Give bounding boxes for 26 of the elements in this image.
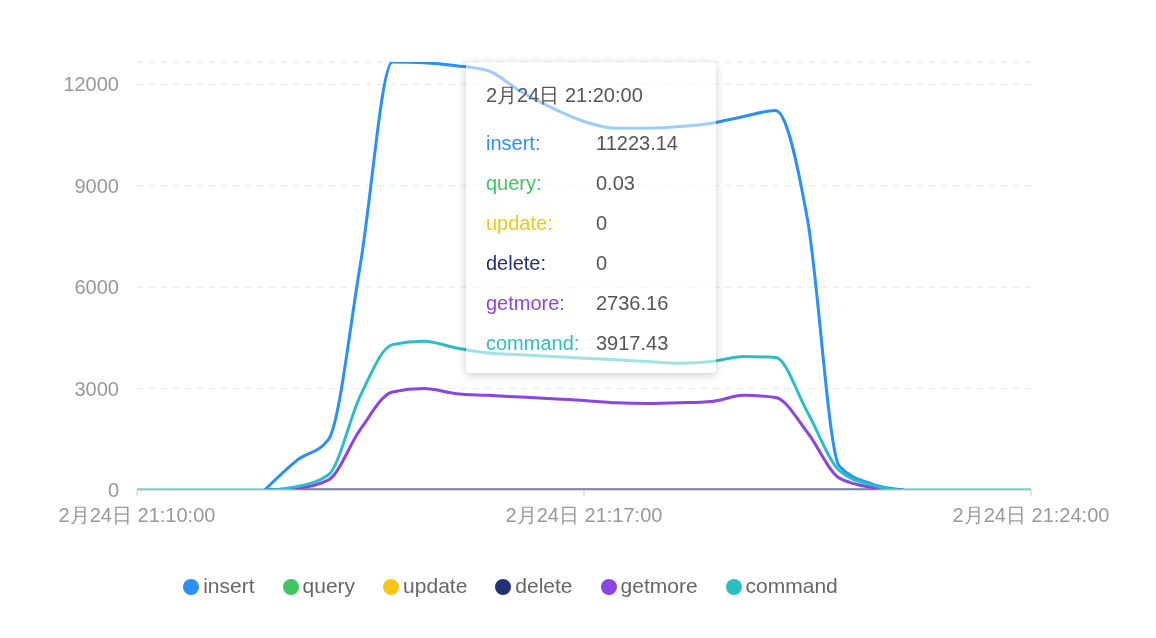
legend-label: update (403, 574, 468, 597)
legend-label: command (745, 574, 838, 597)
annotation: insert: (486, 131, 542, 155)
y-tick-label: 0 (107, 479, 119, 502)
x-tick-label: 2月24日 21:10:00 (58, 504, 216, 526)
y-tick-label: 12000 (63, 73, 119, 96)
annotation: update: (486, 211, 554, 235)
annotation: 3917.43 (596, 331, 669, 355)
annotation: query: (486, 171, 543, 195)
y-tick-label: 6000 (74, 276, 119, 299)
y-tick-label: 3000 (74, 377, 119, 400)
y-tick-label: 9000 (74, 174, 119, 197)
legend-label: insert (203, 574, 255, 597)
annotation: 0.03 (596, 171, 635, 195)
annotation: command: (486, 331, 581, 355)
legend-label: getmore (620, 574, 698, 597)
x-tick-label: 2月24日 21:17:00 (505, 504, 663, 526)
legend-label: delete (515, 574, 573, 597)
annotation: 11223.14 (596, 131, 678, 155)
annotation: getmore: (486, 291, 566, 315)
annotation: 0 (596, 211, 608, 235)
annotation: delete: (486, 251, 548, 275)
legend-label: query (302, 574, 356, 597)
annotation: 0 (596, 251, 608, 275)
annotation: 2736.16 (596, 291, 669, 315)
x-tick-label: 2月24日 21:24:00 (952, 504, 1110, 526)
